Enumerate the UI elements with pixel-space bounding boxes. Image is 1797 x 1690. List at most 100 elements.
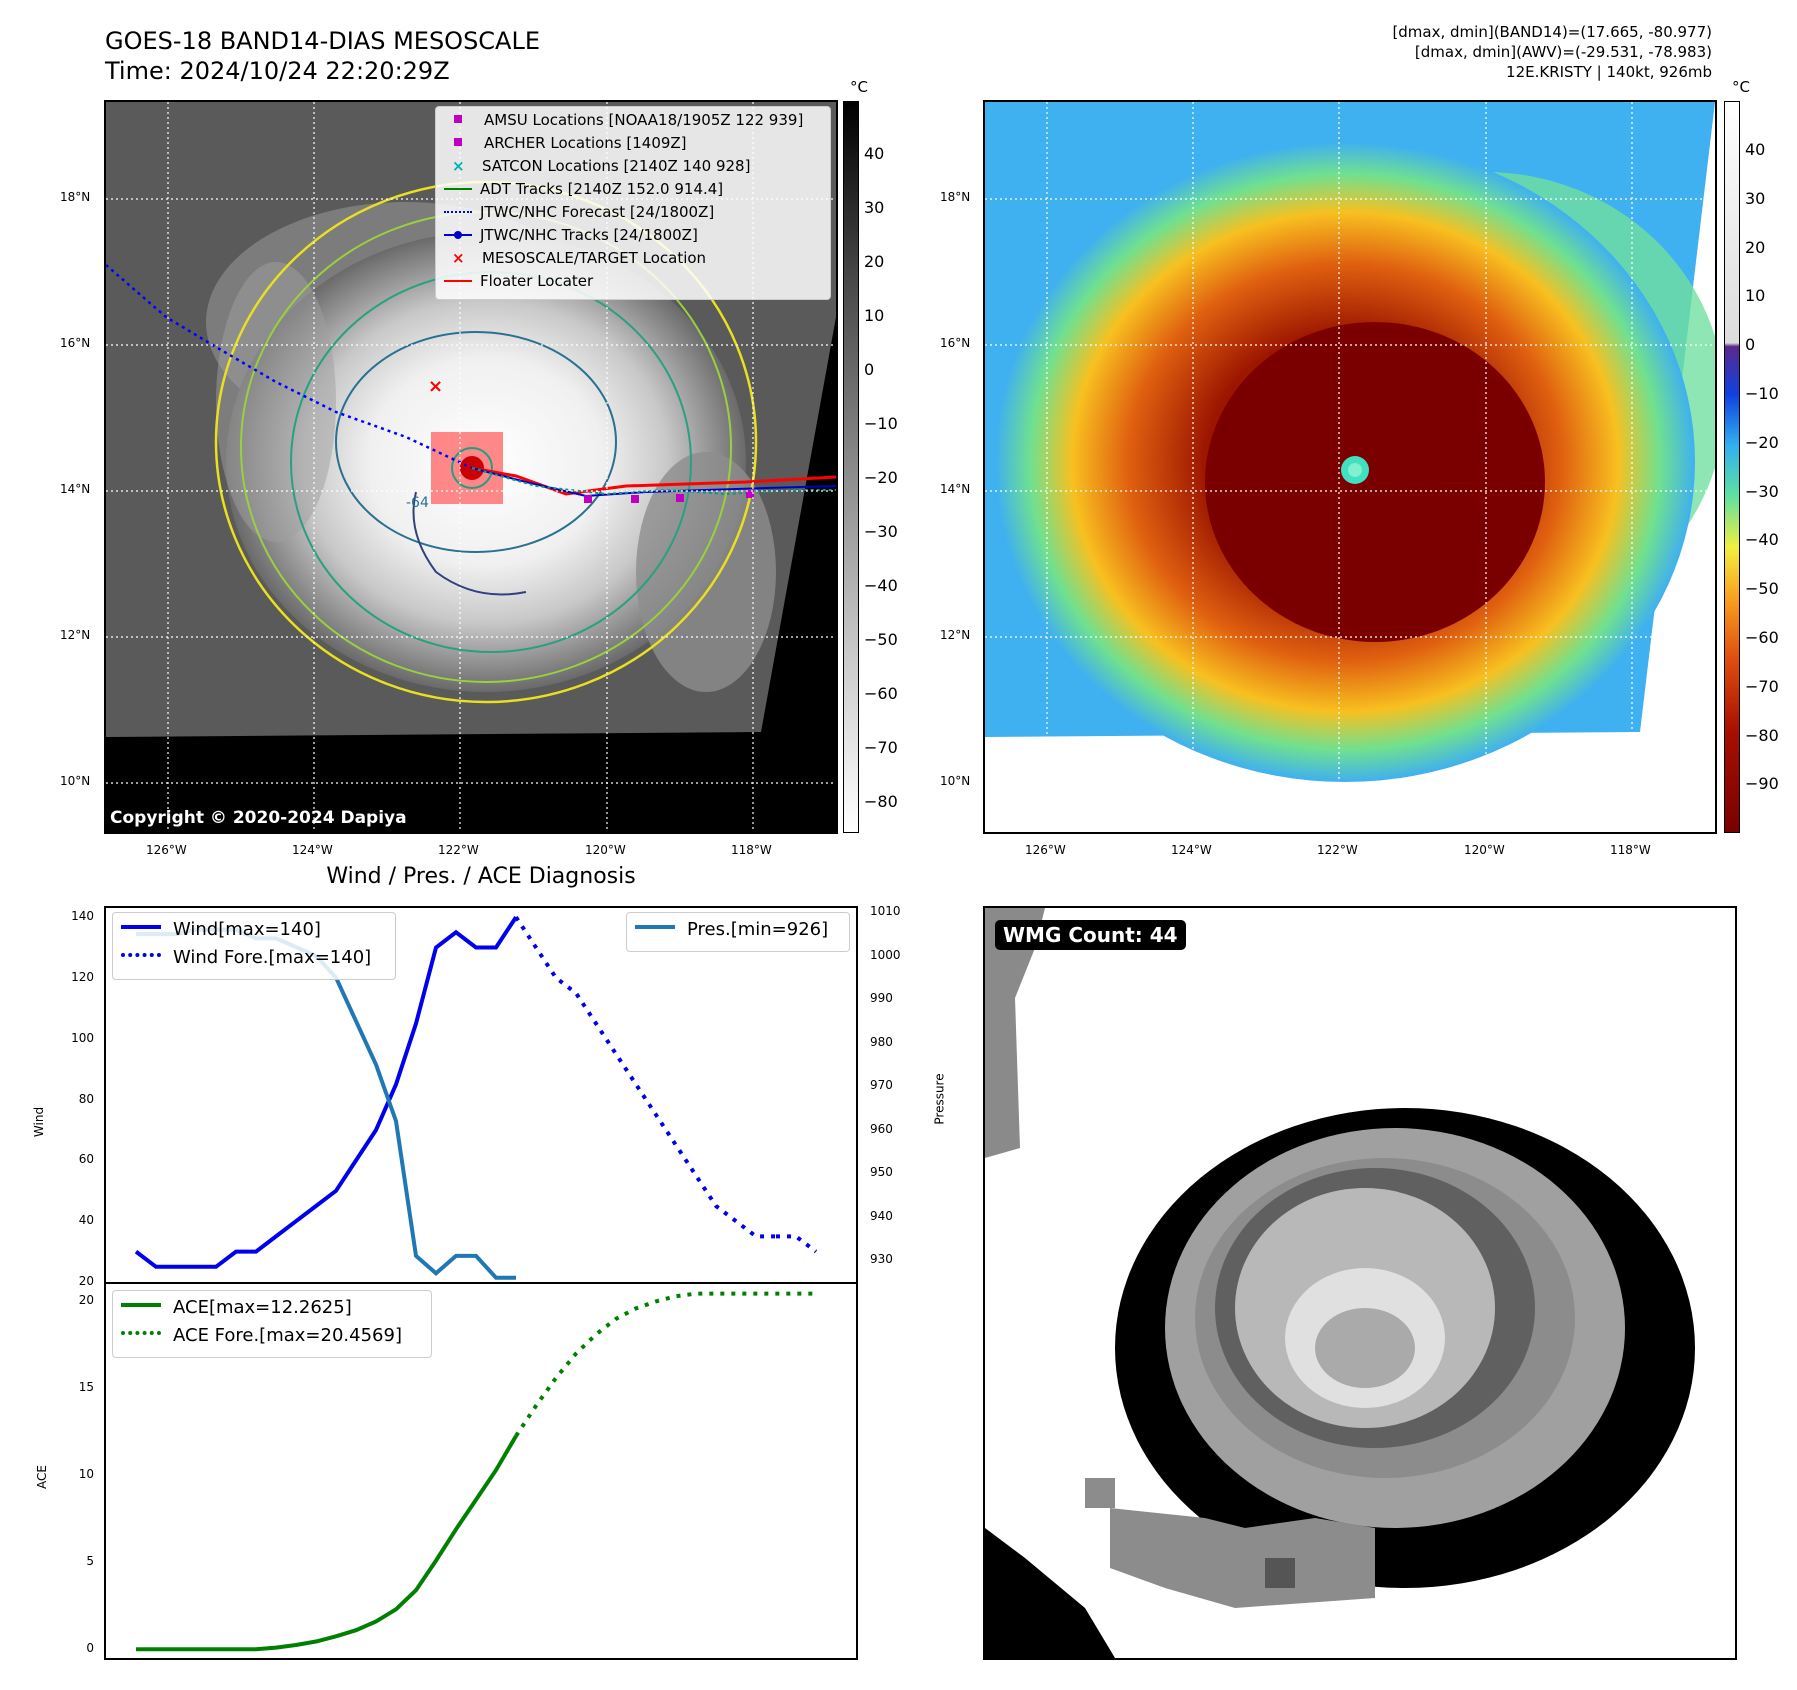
ace-tick-label: 5 xyxy=(86,1554,94,1569)
legend-item-archer: ARCHER Locations [1409Z] xyxy=(444,134,687,156)
pressure-tick-label: 960 xyxy=(870,1121,893,1136)
ace-tick-label: 20 xyxy=(78,1293,94,1308)
legend-item-ace: ACE[max=12.2625] xyxy=(121,1297,352,1325)
lat-tick: 14°N xyxy=(60,482,91,496)
pressure-axis-label: Pressure xyxy=(932,1073,947,1125)
lat-tick: 18°N xyxy=(60,190,91,204)
legend-item-satcon: × SATCON Locations [2140Z 140 928] xyxy=(452,157,751,175)
ace-tick-label: 0 xyxy=(86,1641,94,1656)
pressure-tick-label: 990 xyxy=(870,991,893,1006)
ir-color-map xyxy=(983,100,1717,834)
x-marker-icon: × xyxy=(452,157,465,175)
copyright: Copyright © 2020-2024 Dapiya xyxy=(110,808,407,828)
lat-tick: 18°N xyxy=(940,190,971,204)
lat-tick: 16°N xyxy=(60,336,91,350)
colorbar-left-unit: °C xyxy=(850,78,868,96)
lon-tick: 126°W xyxy=(146,843,187,857)
dotted-line-icon xyxy=(444,211,472,213)
lon-tick: 126°W xyxy=(1025,843,1066,857)
colorbar-right-tick-label: −20 xyxy=(1745,432,1779,452)
lat-tick: 12°N xyxy=(940,628,971,642)
ir-color-image xyxy=(985,102,1715,832)
colorbar-right-tick-label: −90 xyxy=(1745,774,1779,794)
pressure-tick-label: 1010 xyxy=(870,904,901,919)
colorbar-left-tick-label: −80 xyxy=(864,792,898,811)
colorbar-right-tick-label: −30 xyxy=(1745,481,1779,501)
colorbar-left-tick-label: 30 xyxy=(864,198,885,217)
legend-item-wind-forecast: Wind Fore.[max=140] xyxy=(121,947,371,975)
stats-line1: [dmax, dmin](BAND14)=(17.665, -80.977) xyxy=(1392,23,1712,41)
figure-title-line1: GOES-18 BAND14-DIAS MESOSCALE xyxy=(105,27,541,55)
ace-plot xyxy=(136,1291,816,1652)
dotted-line-icon xyxy=(121,953,161,957)
pressure-tick-label: 970 xyxy=(870,1078,893,1093)
legend-item-tracks: JTWC/NHC Tracks [24/1800Z] xyxy=(444,226,698,248)
solid-line-icon xyxy=(121,925,161,929)
wind-tick-label: 40 xyxy=(78,1213,94,1228)
ace-legend: ACE[max=12.2625] ACE Fore.[max=20.4569] xyxy=(112,1290,432,1358)
pressure-tick-label: 940 xyxy=(870,1208,893,1223)
ace-panel xyxy=(104,1282,858,1660)
legend-item-amsu: AMSU Locations [NOAA18/1905Z 122 939] xyxy=(444,111,803,133)
line-dot-icon xyxy=(444,231,472,239)
legend-item-floater: Floater Locater xyxy=(444,272,593,294)
ace-axis-label: ACE xyxy=(34,1465,49,1489)
pressure-legend: Pres.[min=926] xyxy=(626,912,850,952)
diagnosis-title: Wind / Pres. / ACE Diagnosis xyxy=(326,864,636,889)
dotted-line-icon xyxy=(121,1331,161,1335)
square-marker-icon xyxy=(454,115,462,123)
legend-item-forecast: JTWC/NHC Forecast [24/1800Z] xyxy=(444,203,714,225)
solid-line-icon xyxy=(121,1303,161,1307)
wmg-image xyxy=(985,908,1735,1658)
legend-item-ace-forecast: ACE Fore.[max=20.4569] xyxy=(121,1325,402,1353)
pressure-series-line xyxy=(136,927,516,1280)
pressure-tick-label: 1000 xyxy=(870,947,901,962)
colorbar-right-tick-label: −60 xyxy=(1745,628,1779,647)
ace-tick-label: 10 xyxy=(78,1467,94,1482)
colorbar-right-tick-label: 30 xyxy=(1745,188,1766,208)
wind-tick-label: 60 xyxy=(78,1152,94,1167)
line-marker-icon xyxy=(444,188,472,190)
legend-item-wind: Wind[max=140] xyxy=(121,919,321,947)
colorbar-right-tick-label: 20 xyxy=(1745,237,1766,257)
colorbar-right-tick-label: −40 xyxy=(1745,530,1779,550)
lon-tick: 120°W xyxy=(1464,843,1505,857)
lon-tick: 118°W xyxy=(731,843,772,857)
stats-line2: [dmax, dmin](AWV)=(-29.531, -78.983) xyxy=(1414,43,1712,61)
colorbar-right-tick-label: 40 xyxy=(1745,140,1766,159)
storm-info: 12E.KRISTY | 140kt, 926mb xyxy=(1506,63,1712,81)
colorbar-left-tick-label: −50 xyxy=(864,630,898,649)
colorbar-left-tick-label: 20 xyxy=(864,252,885,271)
lat-tick: 10°N xyxy=(60,774,91,788)
colorbar-right xyxy=(1724,101,1740,833)
ace-series-line xyxy=(136,1434,518,1652)
x-marker-icon: × xyxy=(452,249,465,267)
wmg-panel: WMG Count: 44 xyxy=(983,906,1737,1660)
colorbar-left-tick-label: −20 xyxy=(864,468,898,487)
lat-tick: 10°N xyxy=(940,774,971,788)
lon-tick: 124°W xyxy=(1171,843,1212,857)
solid-line-icon xyxy=(635,925,675,929)
lat-tick: 14°N xyxy=(940,482,971,496)
wind-tick-label: 140 xyxy=(71,909,94,924)
legend-item-target: × MESOSCALE/TARGET Location xyxy=(452,249,707,267)
pressure-tick-label: 980 xyxy=(870,1034,893,1049)
colorbar-right-tick-label: −50 xyxy=(1745,579,1779,599)
colorbar-left-tick-label: 0 xyxy=(864,360,875,379)
wind-series-line xyxy=(776,1234,818,1254)
colorbar-left-tick-label: −60 xyxy=(864,684,898,703)
wind-series-line xyxy=(134,916,518,1269)
wind-tick-label: 20 xyxy=(78,1274,94,1288)
colorbar-left-tick-label: −10 xyxy=(864,414,898,433)
lat-tick: 12°N xyxy=(60,628,91,642)
lon-tick: 124°W xyxy=(292,843,333,857)
lon-tick: 120°W xyxy=(585,843,626,857)
wind-tick-label: 80 xyxy=(78,1091,94,1106)
colorbar-right-tick-label: −10 xyxy=(1745,384,1779,403)
lon-tick: 122°W xyxy=(1317,843,1358,857)
wind-series-line xyxy=(514,916,776,1239)
svg-text:×: × xyxy=(428,376,443,397)
wind-tick-label: 120 xyxy=(71,969,94,984)
colorbar-right-tick-label: 0 xyxy=(1745,335,1756,355)
colorbar-left-tick-label: 40 xyxy=(864,144,885,163)
